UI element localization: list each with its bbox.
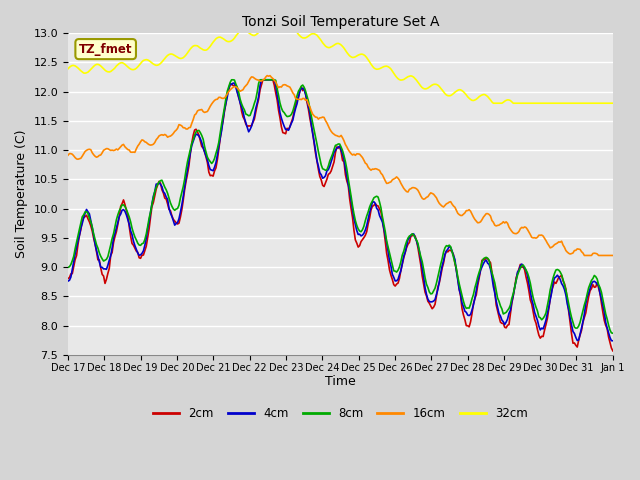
Text: TZ_fmet: TZ_fmet	[79, 43, 132, 56]
Legend: 2cm, 4cm, 8cm, 16cm, 32cm: 2cm, 4cm, 8cm, 16cm, 32cm	[148, 403, 533, 425]
X-axis label: Time: Time	[325, 375, 356, 388]
Title: Tonzi Soil Temperature Set A: Tonzi Soil Temperature Set A	[242, 15, 439, 29]
Y-axis label: Soil Temperature (C): Soil Temperature (C)	[15, 130, 28, 258]
